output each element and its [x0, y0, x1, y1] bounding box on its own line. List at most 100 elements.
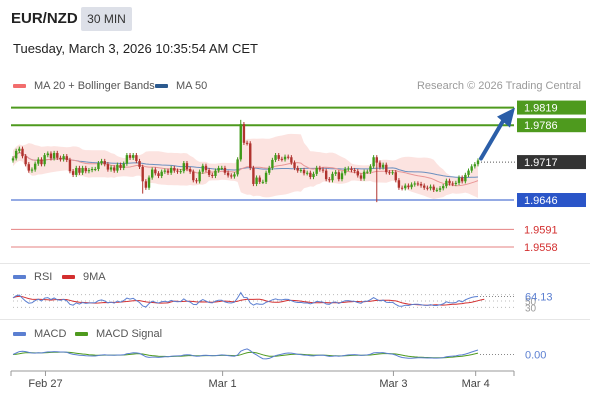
candle-body: [324, 170, 328, 180]
panel-divider-rsi: [0, 263, 590, 264]
current-price-badge: [517, 155, 586, 170]
forecast-arrow: [479, 115, 507, 161]
candle-body: [457, 177, 461, 183]
candle-body: [271, 159, 274, 168]
macd-line: [12, 348, 479, 360]
candle-body: [404, 185, 407, 189]
interval-badge[interactable]: 30 MIN: [81, 7, 132, 31]
candle-body: [378, 162, 382, 168]
candle-body: [448, 180, 451, 184]
candle-body: [381, 164, 385, 168]
candle-body: [103, 161, 106, 165]
candle-body: [233, 174, 236, 177]
candle-body: [18, 148, 21, 151]
legend-label-rsi-ma: 9MA: [83, 271, 106, 283]
candle-body: [321, 169, 325, 171]
candle-body: [68, 159, 72, 172]
candle-body: [179, 171, 182, 173]
candle-body: [470, 166, 473, 171]
candle-body: [132, 155, 135, 158]
ma50-line: [12, 152, 479, 178]
candle-body: [362, 171, 366, 179]
candle-body: [252, 167, 255, 184]
candle-body: [337, 172, 341, 180]
candle-body: [283, 156, 287, 160]
candle-body: [195, 180, 198, 182]
candle-body: [432, 186, 435, 190]
candle-body: [366, 171, 369, 173]
legend-rsi-ma: 9MA: [62, 271, 106, 283]
candle-body: [312, 173, 315, 178]
candle-body: [141, 166, 144, 182]
bollinger-band: [13, 133, 478, 200]
candle-body: [160, 171, 163, 176]
candle-body: [106, 164, 110, 170]
candle-body: [52, 152, 56, 159]
legend-ma50: MA 50: [155, 80, 207, 92]
candle-body: [296, 167, 299, 171]
candle-body: [125, 155, 129, 164]
legend-label-ma50: MA 50: [176, 80, 208, 92]
candle-body: [347, 168, 350, 170]
x-tick-label: Feb 27: [28, 378, 62, 390]
candle-body: [315, 167, 318, 174]
candle-body: [223, 167, 227, 173]
legend-macd: MACD: [13, 328, 66, 340]
candle-body: [188, 169, 192, 172]
rsi-line: [12, 291, 479, 308]
legend-swatch-macd: [13, 332, 26, 336]
legend-swatch-macd-signal: [75, 332, 88, 336]
candle-body: [204, 165, 208, 171]
candle-body: [426, 187, 429, 189]
candle-body: [176, 170, 179, 172]
candle-body: [293, 162, 296, 168]
candle-body: [30, 169, 34, 171]
candle-body: [264, 172, 268, 182]
candle-body: [166, 170, 170, 173]
candle-body: [154, 169, 157, 174]
candle-body: [207, 170, 211, 175]
level-label-4: 1.9591: [524, 224, 558, 236]
candle-body: [397, 180, 401, 188]
candle-body: [65, 156, 68, 160]
candle-body: [394, 172, 397, 181]
candle-body: [454, 182, 458, 184]
candle-body: [220, 167, 223, 169]
candle-body: [46, 153, 49, 156]
candle-body: [268, 167, 271, 173]
legend-label-macd-signal: MACD Signal: [96, 328, 163, 340]
legend-swatch-ma50: [155, 84, 168, 88]
candle-body: [97, 163, 100, 170]
candle-body: [56, 152, 59, 158]
candle-body: [299, 170, 303, 172]
candle-body: [318, 167, 322, 170]
legend-label-bollinger: MA 20 + Bollinger Bands: [34, 80, 155, 92]
chart-header: EUR/NZD 30 MIN Tuesday, March 3, 2026 10…: [0, 0, 590, 70]
candle-body: [255, 177, 258, 184]
candle-body: [423, 185, 426, 188]
candle-body: [109, 167, 113, 170]
candle-body: [419, 183, 423, 186]
current-price-label: 1.9717: [524, 157, 558, 169]
candle-body: [290, 157, 293, 163]
candle-body: [100, 161, 103, 164]
candle-body: [356, 171, 359, 176]
candle-body: [226, 172, 230, 176]
candle-body: [245, 142, 249, 144]
candle-body: [242, 124, 246, 143]
candle-body: [445, 180, 448, 187]
candle-body: [11, 158, 15, 161]
candle-body: [467, 170, 470, 175]
candle-body: [81, 167, 84, 173]
level-badge-0: [517, 100, 586, 115]
candle-body: [407, 185, 410, 188]
candle-body: [261, 181, 265, 183]
candle-body: [113, 167, 116, 171]
candle-body: [372, 157, 375, 167]
candle-body: [369, 166, 372, 172]
candle-body: [416, 183, 420, 185]
x-tick-label: Mar 1: [209, 378, 237, 390]
candle-body: [90, 169, 94, 171]
candle-body: [59, 157, 62, 160]
